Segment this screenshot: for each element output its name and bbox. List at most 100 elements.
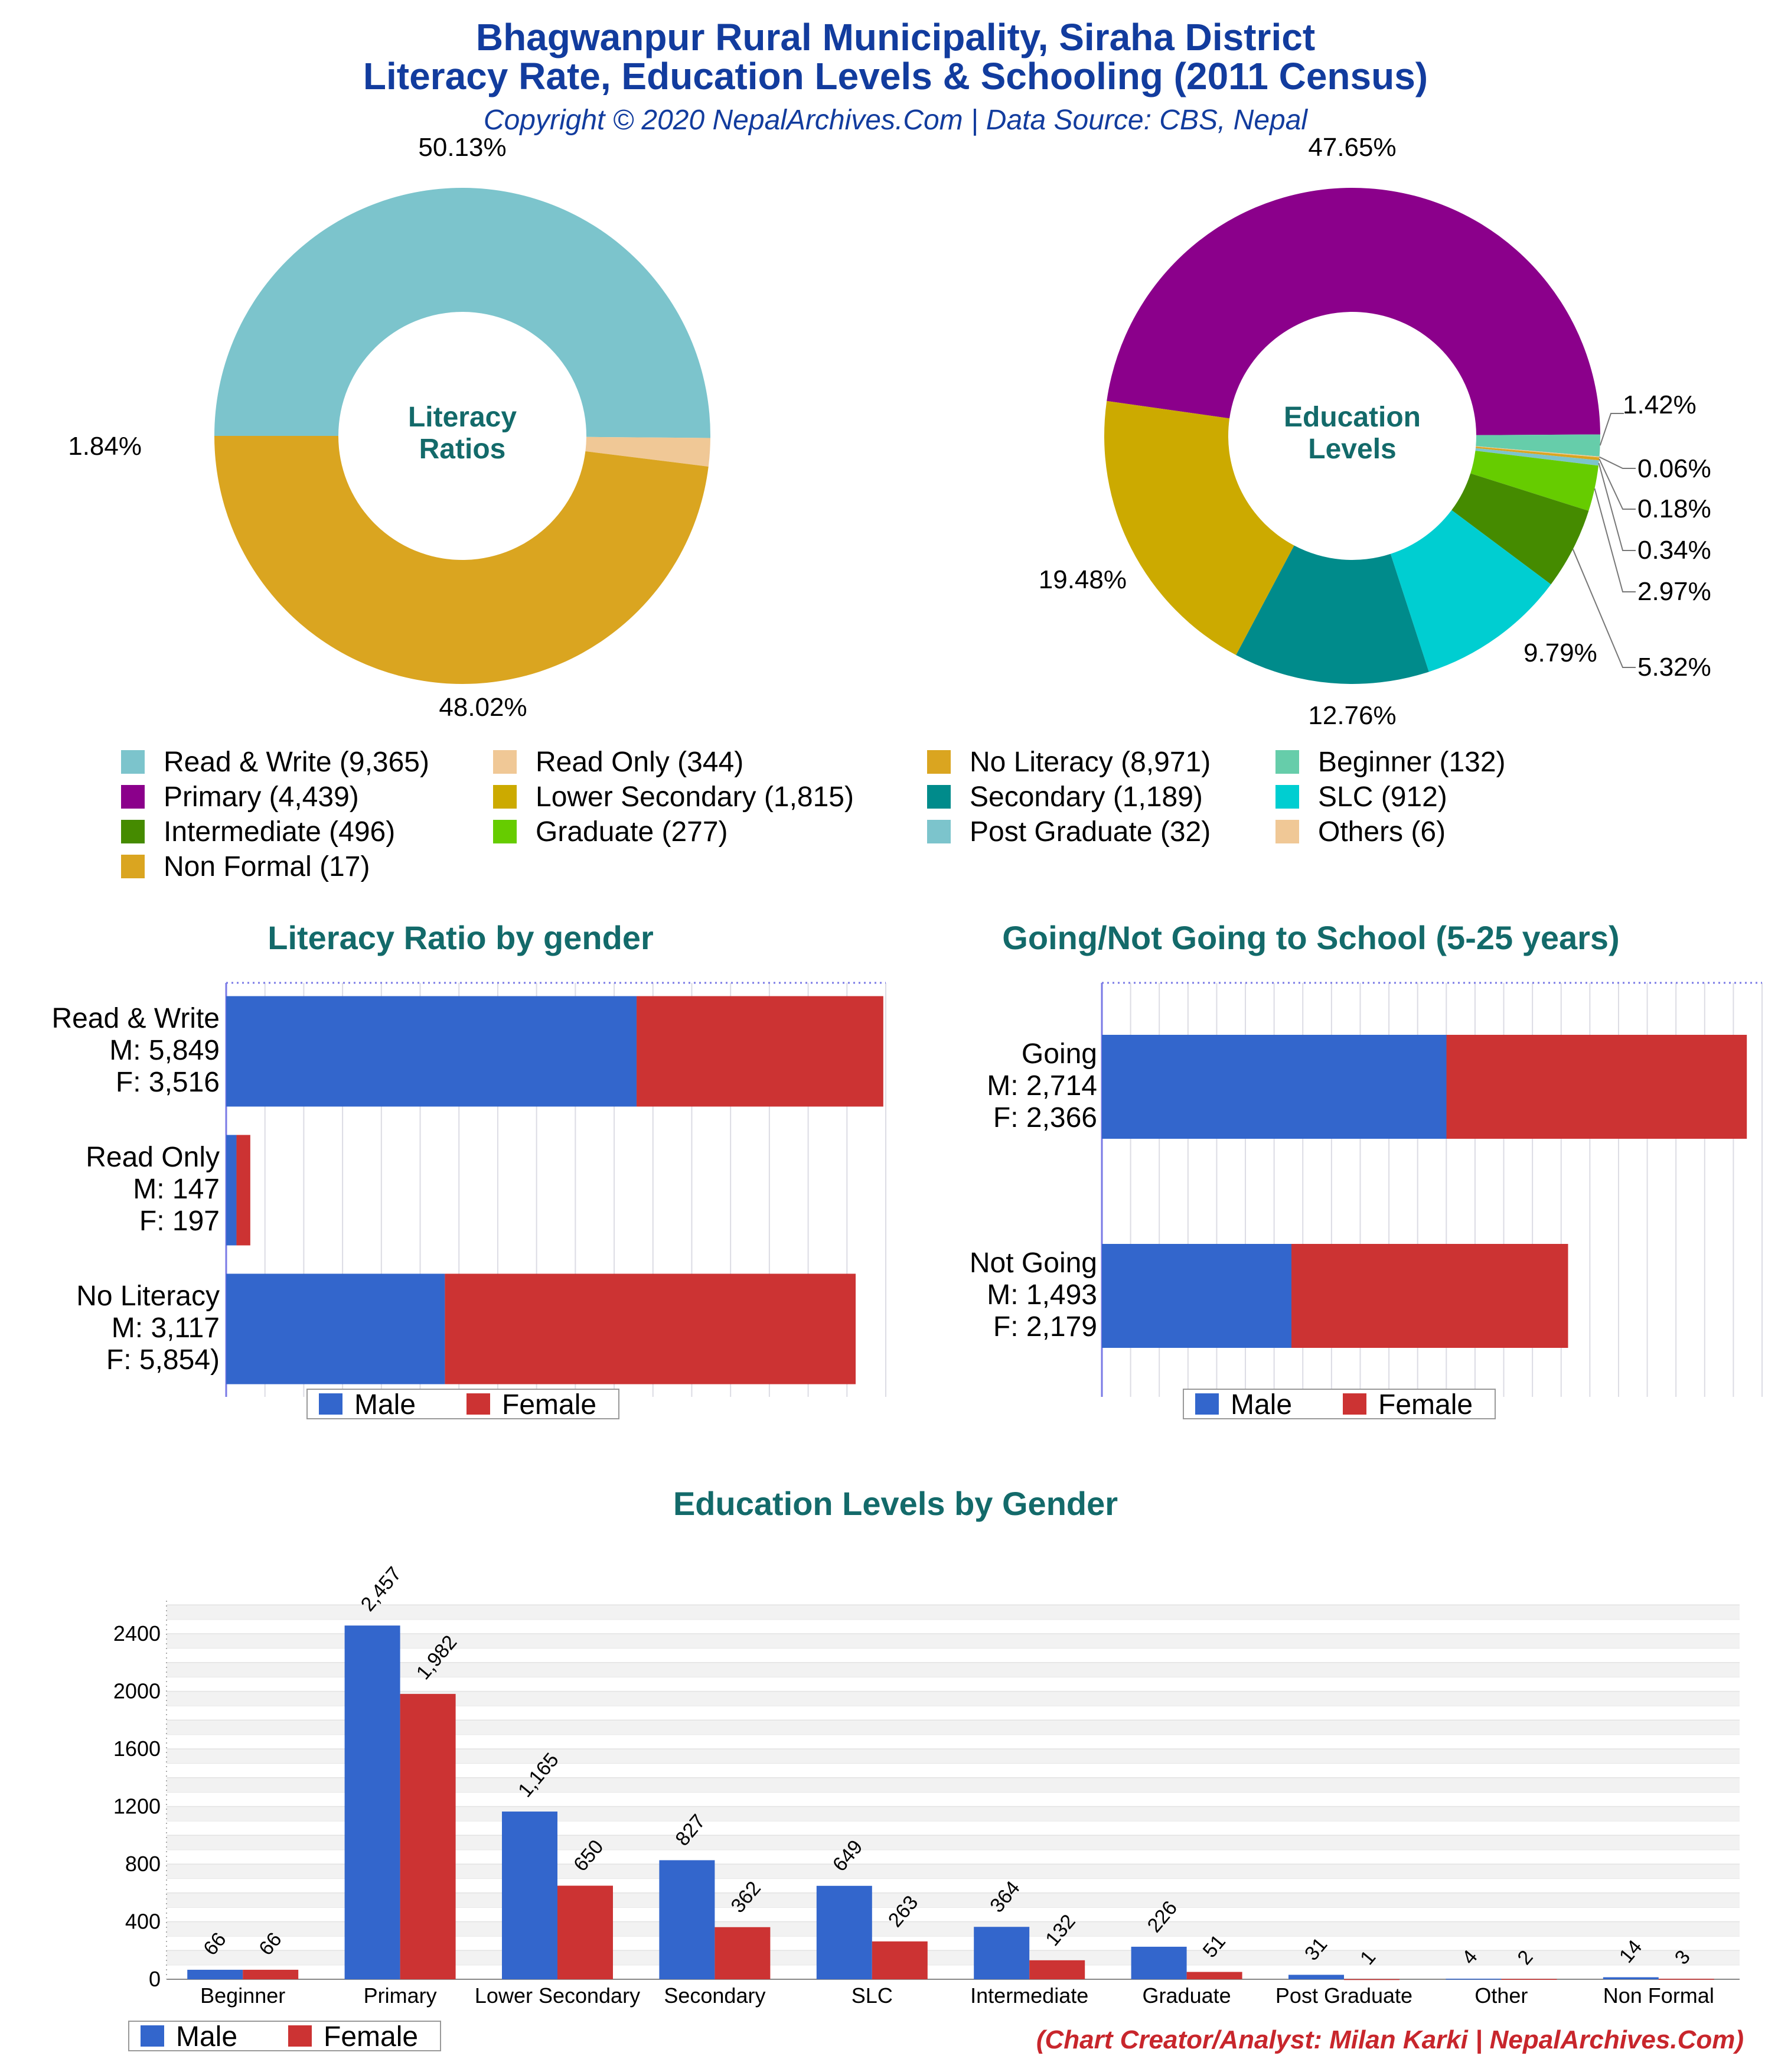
education-gender-category-label: Non Formal <box>1603 1983 1714 2008</box>
donut1-center-label: Ratios <box>419 434 506 465</box>
education-gender-bar-male <box>1131 1946 1187 1979</box>
literacy-gender-bar-male <box>226 996 637 1107</box>
legend-swatch <box>121 785 145 809</box>
education-gender-bar-male <box>344 1625 400 1979</box>
donut2-percent-label: 0.18% <box>1637 494 1711 523</box>
education-gender-bar-male <box>502 1812 557 1979</box>
education-gender-bar-male <box>659 1860 715 1979</box>
school-going-bar-female <box>1446 1035 1747 1139</box>
legend-item-label: Lower Secondary (1,815) <box>536 781 854 813</box>
education-gender-bar-female <box>557 1885 613 1979</box>
donut1-percent-label: 50.13% <box>418 133 506 162</box>
legend-swatch <box>927 785 951 809</box>
school-going-male-count: M: 2,714 <box>987 1070 1097 1102</box>
literacy-gender-bar-female <box>637 996 883 1107</box>
donut1-center-label: Literacy <box>408 402 517 433</box>
education-gender-legend-female-swatch <box>288 2025 312 2047</box>
legend-item-label: Primary (4,439) <box>164 781 359 813</box>
legend-item-label: Post Graduate (32) <box>970 816 1211 848</box>
education-gender-bar-female <box>1658 1979 1714 1980</box>
page-title-line1: Bhagwanpur Rural Municipality, Siraha Di… <box>475 16 1316 58</box>
education-gender-y-tick: 1200 <box>113 1794 161 1819</box>
literacy-gender-category-label: Read & Write <box>51 1003 220 1034</box>
school-going-category-label: Going <box>1022 1038 1097 1070</box>
literacy-gender-legend-male-label: Male <box>354 1389 416 1421</box>
literacy-gender-category-label: Read Only <box>86 1142 220 1173</box>
donut2-percent-label: 47.65% <box>1308 133 1396 162</box>
school-going-male-count: M: 1,493 <box>987 1279 1097 1311</box>
legend-item-label: Intermediate (496) <box>164 816 395 848</box>
donut2-percent-label: 1.42% <box>1623 390 1697 419</box>
school-going-legend-male-label: Male <box>1231 1389 1292 1421</box>
donut2-center-label: Education <box>1284 402 1421 433</box>
education-gender-band <box>167 1662 1740 1677</box>
donut1-slice <box>214 188 710 438</box>
donut2-leader-line <box>1572 549 1636 668</box>
education-gender-bar-female <box>1501 1979 1557 1980</box>
legend-swatch <box>121 855 145 878</box>
donut2-leader-line <box>1594 488 1636 592</box>
literacy-gender-legend-box <box>306 1389 619 1419</box>
legend-item-label: No Literacy (8,971) <box>970 747 1211 778</box>
school-going-bar-female <box>1291 1244 1568 1348</box>
legend-swatch <box>493 820 517 843</box>
donut2-percent-label: 19.48% <box>1039 565 1127 594</box>
education-gender-female-value: 132 <box>1041 1910 1080 1950</box>
legend-item-label: Others (6) <box>1318 816 1446 848</box>
literacy-gender-bar-female <box>445 1273 856 1384</box>
donut1-percent-label: 48.02% <box>439 693 527 722</box>
legend-item-label: Read Only (344) <box>536 747 743 778</box>
donut2-percent-label: 0.34% <box>1637 536 1711 565</box>
donut2-center-label: Levels <box>1308 434 1396 465</box>
education-gender-y-tick: 0 <box>149 1967 161 1991</box>
education-gender-legend-box <box>128 2021 441 2051</box>
education-gender-bar-male <box>187 1969 243 1979</box>
legend-item-label: Secondary (1,189) <box>970 781 1203 813</box>
school-going-title: Going/Not Going to School (5-25 years) <box>1002 919 1620 956</box>
education-gender-category-label: Intermediate <box>970 1983 1088 2008</box>
literacy-gender-male-count: M: 5,849 <box>109 1035 220 1066</box>
donut2-leader-line <box>1598 458 1636 510</box>
legend-swatch <box>927 750 951 774</box>
donut2-percent-label: 0.06% <box>1637 454 1711 483</box>
legend-swatch <box>121 750 145 774</box>
legend-swatch <box>1275 820 1299 843</box>
donut2-slice <box>1107 188 1600 435</box>
school-going-legend-male-swatch <box>1195 1393 1219 1415</box>
donut2-percent-label: 2.97% <box>1637 577 1711 606</box>
education-gender-category-label: SLC <box>852 1983 893 2008</box>
donut2-slice <box>1476 434 1600 457</box>
education-gender-bar-male <box>974 1927 1030 1979</box>
credit-text: (Chart Creator/Analyst: Milan Karki | Ne… <box>1036 2025 1744 2054</box>
literacy-gender-legend-male-swatch <box>319 1393 342 1415</box>
donut2-slice <box>1236 545 1429 684</box>
education-gender-bar-male <box>1603 1977 1659 1979</box>
legend-item-label: Read & Write (9,365) <box>164 747 429 778</box>
school-going-legend-box <box>1183 1389 1496 1419</box>
school-going-bar-male <box>1102 1244 1291 1348</box>
legend-item-label: Non Formal (17) <box>164 851 370 882</box>
donut2-slice <box>1104 400 1294 655</box>
legend-swatch <box>1275 785 1299 809</box>
education-gender-legend-female-label: Female <box>324 2021 418 2053</box>
donut2-slice <box>1451 473 1589 585</box>
education-gender-y-tick: 800 <box>125 1852 161 1876</box>
education-gender-category-label: Beginner <box>200 1983 285 2008</box>
legend-item-label: SLC (912) <box>1318 781 1447 813</box>
education-gender-bar-female <box>715 1927 771 1979</box>
literacy-gender-female-count: F: 5,854) <box>106 1344 220 1376</box>
legend-swatch <box>121 820 145 843</box>
literacy-gender-legend-female-swatch <box>466 1393 490 1415</box>
literacy-gender-male-count: M: 3,117 <box>112 1312 220 1344</box>
education-gender-bar-male <box>816 1885 872 1979</box>
legend-swatch <box>1275 750 1299 774</box>
education-gender-category-label: Post Graduate <box>1275 1983 1412 2008</box>
legend-swatch <box>927 820 951 843</box>
school-going-legend-female-swatch <box>1343 1393 1366 1415</box>
donut2-percent-label: 9.79% <box>1524 638 1597 667</box>
literacy-gender-bar-male <box>226 1273 445 1384</box>
education-gender-title: Education Levels by Gender <box>673 1485 1118 1522</box>
donut2-slice <box>1475 447 1600 461</box>
school-going-legend-female-label: Female <box>1378 1389 1473 1421</box>
